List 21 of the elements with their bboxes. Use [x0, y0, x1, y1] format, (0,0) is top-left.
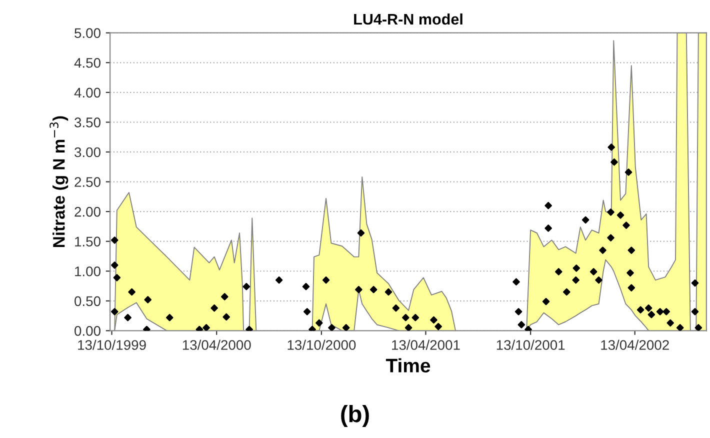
- y-tick-label: 1.00: [75, 266, 100, 276]
- y-tick-label: 1.50: [75, 236, 100, 247]
- x-tick-label: 13/10/2001: [496, 340, 565, 350]
- x-axis-title: Time: [386, 358, 430, 373]
- y-axis-title: Nitrate (g N m$^{−3}$): [50, 116, 68, 247]
- y-tick-label: 4.50: [74, 58, 100, 68]
- y-tick-label: 3.00: [74, 147, 100, 158]
- y-tick-label: 5.00: [74, 28, 100, 38]
- x-tick-label: 13/04/2001: [392, 340, 460, 350]
- x-tick-label: 13/04/2002: [601, 340, 669, 350]
- y-tick-label: 4.00: [74, 88, 100, 98]
- y-tick-label: 2.00: [74, 206, 100, 217]
- x-tick-label: 13/10/2000: [288, 340, 356, 350]
- y-tick-label: 0.00: [74, 326, 100, 336]
- x-tick-label: 13/10/1999: [78, 340, 146, 350]
- chart-title: LU4-R-N model: [354, 13, 462, 25]
- y-tick-label: 3.50: [74, 118, 100, 128]
- y-tick-label: 2.50: [74, 177, 100, 187]
- y-tick-label: 0.50: [74, 296, 100, 306]
- text: (b): [341, 405, 369, 428]
- x-tick-label: 13/04/2000: [182, 340, 251, 350]
